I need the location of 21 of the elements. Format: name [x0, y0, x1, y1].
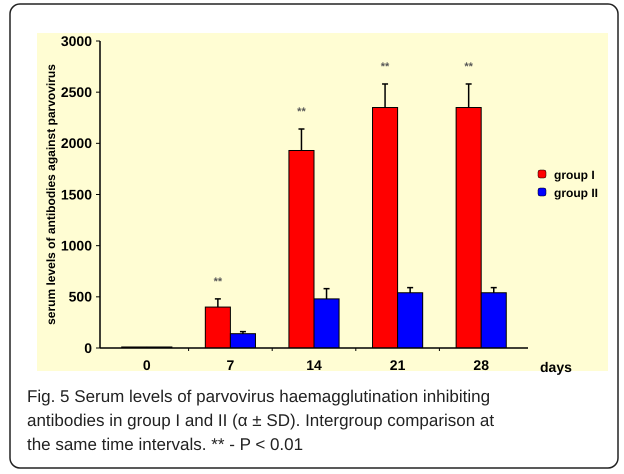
- legend-label: group I: [554, 168, 595, 182]
- y-tick-label: 0: [84, 340, 92, 356]
- y-tick-label: 3000: [60, 32, 92, 49]
- y-tick-label: 1000: [60, 238, 92, 254]
- y-tick-label: 2500: [60, 84, 92, 100]
- x-tick-label: 21: [390, 357, 406, 373]
- x-tick-label: 28: [473, 357, 490, 373]
- y-axis-title: serum levels of antibodies against parvovirus: [44, 64, 58, 325]
- annotation: **: [380, 60, 390, 73]
- x-tick-label: 14: [306, 357, 322, 373]
- y-tick-label: 1500: [60, 186, 92, 202]
- y-tick-label: 2000: [60, 135, 92, 152]
- x-tick-label: 7: [226, 357, 234, 373]
- annotation: **: [214, 276, 223, 288]
- legend-label: group II: [554, 186, 598, 200]
- annotation: **: [464, 60, 474, 73]
- caption: Fig. 5 Serum levels of parvovirus haemagglutination inhibiting antibodies in group I and II (α ± SD). Intergroup comparison at the same time intervals. ** - P < 0.01: [27, 387, 494, 454]
- annotation: **: [297, 106, 306, 118]
- x-axis-title: days: [540, 359, 572, 375]
- y-tick-label: 500: [68, 288, 92, 305]
- x-tick-label: 0: [142, 357, 151, 373]
